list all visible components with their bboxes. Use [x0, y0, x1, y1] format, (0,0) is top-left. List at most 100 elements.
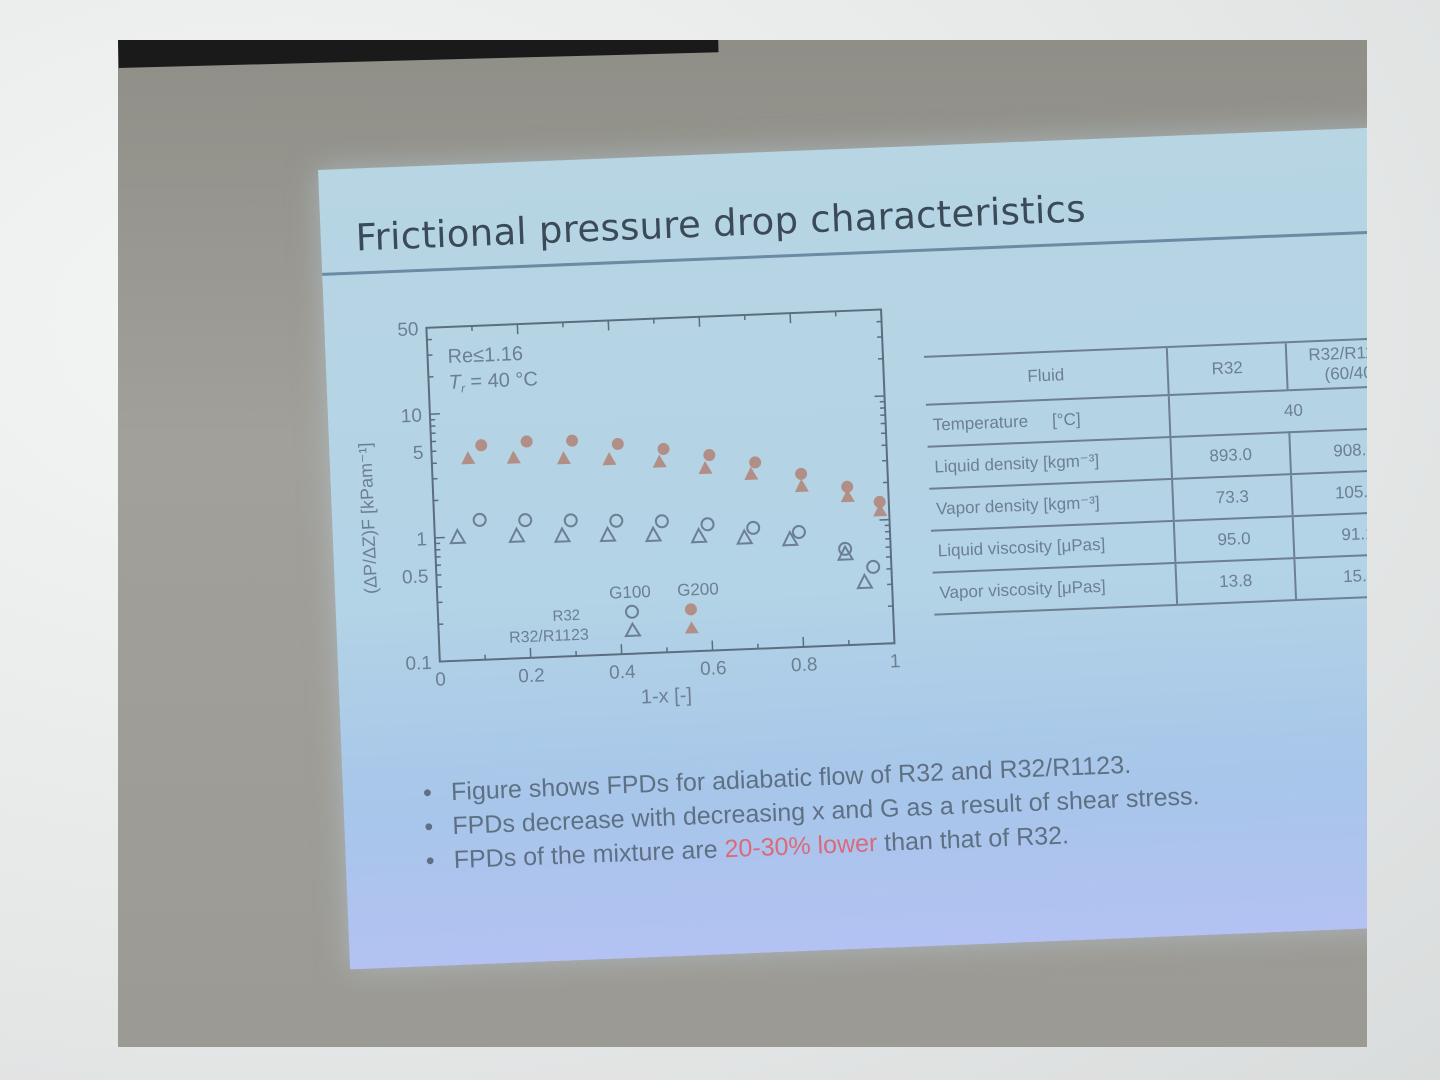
chart-svg: 0.1 0.5 1 5 10 50 0 0.2 0.4 0.6 0.8 1 Re≤1.16 Tr =… [355, 308, 901, 708]
scatter-chart: 0.1 0.5 1 5 10 50 0 0.2 0.4 0.6 0.8 1 Re≤1.16 Tr =… [336, 287, 912, 729]
screen-frame-edge [118, 40, 719, 68]
data-point-mix-g200 [840, 489, 855, 503]
plot-frame [425, 308, 896, 663]
data-points [449, 434, 888, 590]
temperature-value: 40 [1168, 385, 1367, 438]
header-mix-line2: (60/40) [1324, 362, 1367, 384]
legend-g100-label: G100 [609, 582, 651, 603]
bullet-list: • Figure shows FPDs for adiabatic flow of… [422, 745, 1201, 878]
data-point-mix-g100 [644, 525, 663, 543]
row-unit: [μPas] [1056, 576, 1107, 598]
data-point-mix-g200 [556, 451, 571, 465]
data-point-r32-g100 [838, 541, 853, 556]
cell-mix: 91.1 [1292, 511, 1367, 559]
annotation-re: Re≤1.16 [447, 343, 523, 368]
x-tick-label: 0.4 [609, 662, 637, 684]
data-point-r32-g200 [749, 456, 762, 469]
row-label-cell: Vapor viscosity [μPas] [932, 562, 1178, 615]
annotation-t-val: = 40 °C [464, 368, 538, 393]
data-point-mix-g200 [652, 454, 667, 468]
data-point-r32-g100 [472, 512, 487, 527]
data-point-r32-g200 [657, 442, 670, 455]
temperature-unit: [°C] [1051, 409, 1081, 430]
y-axis-label: (ΔP/ΔZ)F [kPam⁻¹] [355, 442, 381, 594]
cell-r32: 893.0 [1170, 432, 1291, 479]
annotation-t-sub: r [461, 381, 467, 395]
data-point-mix-g200 [698, 460, 713, 475]
cell-mix: 105.6 [1290, 469, 1367, 517]
y-tick-labels: 0.1 0.5 1 5 10 50 [397, 319, 432, 675]
legend-filled-triangle-marker [684, 621, 699, 634]
data-point-r32-g100 [609, 513, 624, 528]
row-label: Liquid density [934, 453, 1039, 477]
data-point-mix-g100 [781, 529, 800, 547]
data-point-mix-g100 [599, 525, 617, 543]
data-point-mix-g200 [873, 503, 888, 517]
x-tick-label: 0.8 [791, 654, 818, 676]
temperature-label: Temperature [932, 411, 1029, 435]
row-unit: [kgm⁻³] [1043, 492, 1100, 515]
cell-mix: 908.1 [1289, 427, 1367, 475]
data-point-mix-g200 [461, 451, 476, 465]
data-point-r32-g200 [520, 435, 533, 448]
cell-r32: 73.3 [1172, 474, 1293, 521]
x-axis-label: 1-x [-] [640, 684, 692, 708]
projection-wall: Frictional pressure drop characteristics… [118, 40, 1367, 1047]
legend-r32-label: R32 [552, 607, 580, 625]
header-mix-line1: R32/R1123 [1307, 342, 1367, 365]
data-point-r32-g200 [566, 434, 579, 447]
bullet-text-pre: FPDs of the mixture are [453, 835, 726, 875]
data-point-mix-g100 [736, 528, 754, 545]
data-point-mix-g200 [794, 478, 809, 493]
y-tick-label: 0.1 [405, 653, 432, 675]
data-point-r32-g200 [703, 449, 716, 462]
data-point-mix-g200 [506, 450, 521, 464]
row-label: Vapor viscosity [939, 578, 1053, 603]
legend-open-circle-marker [624, 604, 639, 619]
data-point-r32-g100 [700, 517, 715, 532]
data-point-mix-g200 [744, 466, 759, 481]
data-point-r32-g200 [475, 439, 488, 452]
data-point-r32-g100 [654, 514, 669, 529]
bullet-dot-icon: • [425, 846, 436, 876]
projected-slide: Frictional pressure drop characteristics… [318, 124, 1367, 970]
bullet-dot-icon: • [422, 778, 433, 808]
row-unit: [μPas] [1056, 534, 1106, 556]
header-r32: R32 [1166, 342, 1288, 396]
header-mix: R32/R1123 (60/40) [1285, 337, 1367, 391]
x-tick-label: 1 [889, 651, 900, 672]
y-tick-label: 0.5 [402, 566, 429, 588]
data-point-r32-g100 [518, 513, 533, 528]
legend-open-triangle-marker [624, 621, 642, 638]
data-point-r32-g100 [866, 559, 881, 574]
cell-r32: 13.8 [1175, 558, 1297, 605]
data-point-r32-g200 [873, 495, 886, 508]
data-point-r32-g100 [791, 524, 806, 539]
legend-mix-label: R32/R1123 [509, 627, 589, 647]
y-tick-label: 50 [397, 319, 419, 341]
axis-ticks [425, 308, 896, 663]
cell-mix: 15.0 [1294, 552, 1367, 601]
data-point-r32-g200 [611, 437, 624, 450]
data-point-mix-g200 [602, 452, 617, 466]
annotation-t: T [448, 371, 463, 394]
row-label: Vapor density [935, 495, 1040, 519]
legend-filled-circle-marker [684, 603, 697, 616]
data-point-mix-g100 [553, 526, 572, 543]
data-point-r32-g200 [795, 467, 808, 480]
data-point-mix-g100 [508, 526, 526, 543]
bullet-highlight: 20-30% lower [723, 829, 878, 864]
y-tick-label: 5 [412, 443, 423, 464]
x-tick-labels: 0 0.2 0.4 0.6 0.8 1 [435, 651, 901, 691]
cell-r32: 95.0 [1173, 516, 1295, 563]
data-point-mix-g100 [856, 572, 874, 590]
annotation-temp: Tr = 40 °C [448, 368, 538, 396]
legend-g200-label: G200 [677, 579, 719, 600]
bullet-text-post: than that of R32. [876, 821, 1070, 858]
x-tick-label: 0.6 [700, 658, 727, 680]
row-unit: [kgm⁻³] [1042, 450, 1100, 473]
x-tick-label: 0 [435, 669, 446, 690]
y-tick-label: 10 [400, 406, 422, 428]
data-point-mix-g100 [690, 526, 708, 544]
data-point-mix-g100 [449, 527, 467, 545]
